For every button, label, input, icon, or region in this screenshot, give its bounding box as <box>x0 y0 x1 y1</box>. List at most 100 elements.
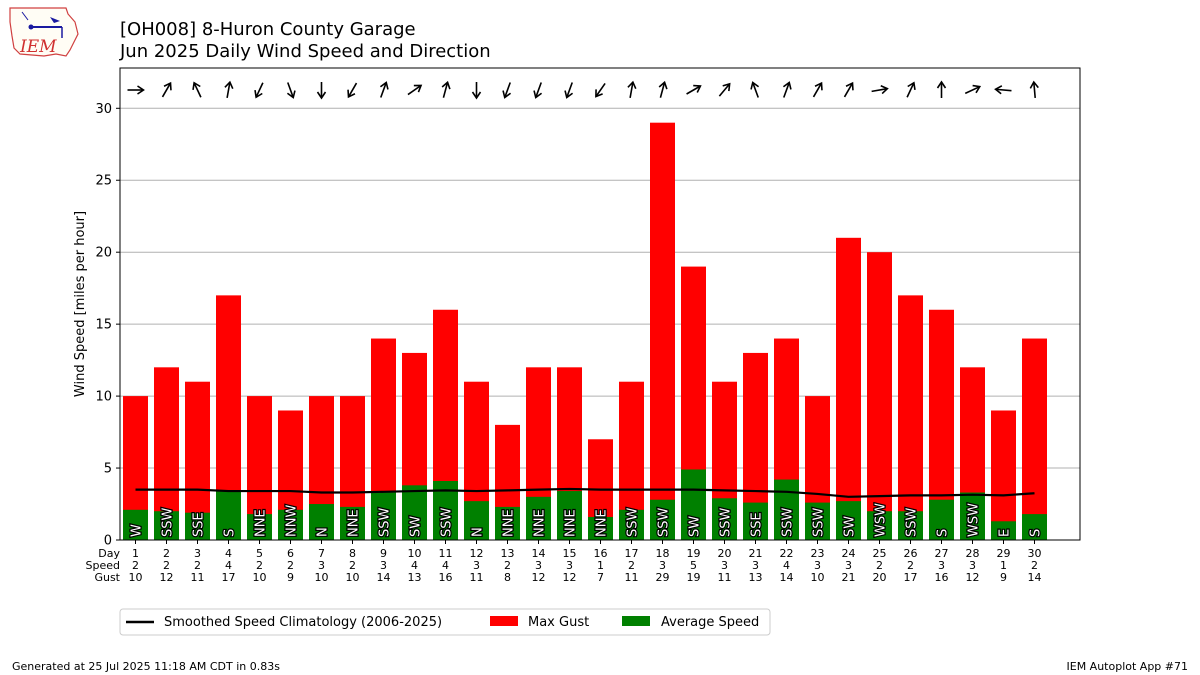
direction-label: SW <box>688 516 703 537</box>
day-label: 27 <box>935 547 949 560</box>
direction-arrow <box>595 82 606 98</box>
arrow-shaft <box>161 83 171 98</box>
avg-speed-bar <box>185 512 210 540</box>
direction-arrow <box>627 80 637 99</box>
direction-label: NNE <box>564 509 579 537</box>
arrow-head <box>316 91 327 100</box>
arrow-shaft <box>348 82 358 97</box>
gust-label: 14 <box>780 571 794 584</box>
avg-speed-bar <box>1022 514 1047 540</box>
direction-label: NNE <box>533 509 548 537</box>
arrow-head <box>163 81 172 91</box>
direction-label: SSE <box>192 512 207 537</box>
day-label: 28 <box>966 547 980 560</box>
gust-label: 21 <box>842 571 856 584</box>
speed-label: 3 <box>535 559 542 572</box>
arrow-head <box>750 81 760 90</box>
gust-label: 10 <box>811 571 825 584</box>
avg-speed-bar <box>898 511 923 540</box>
direction-arrow <box>471 82 482 100</box>
speed-label: 2 <box>1031 559 1038 572</box>
day-label: 3 <box>194 547 201 560</box>
avg-speed-bar <box>588 516 613 540</box>
climatology-line <box>135 487 1035 498</box>
gust-label: 16 <box>935 571 949 584</box>
avg-speed-bar <box>929 499 954 540</box>
y-tick-label: 10 <box>95 390 112 405</box>
direction-arrow <box>502 82 512 99</box>
gust-label: 10 <box>129 571 143 584</box>
gust-label: 12 <box>563 571 577 584</box>
footer-app: IEM Autoplot App #71 <box>1067 660 1189 673</box>
avg-speed-bar <box>123 509 148 540</box>
y-tick-label: 25 <box>95 174 112 189</box>
direction-label: S <box>936 529 951 537</box>
arrow-shaft <box>843 83 853 98</box>
direction-arrow <box>254 82 264 99</box>
gust-label: 11 <box>625 571 639 584</box>
day-label: 18 <box>656 547 670 560</box>
direction-arrow <box>906 81 916 98</box>
arrow-shaft <box>659 83 666 98</box>
speed-label: 2 <box>194 559 201 572</box>
arrow-head <box>224 80 234 90</box>
speed-label: 3 <box>659 559 666 572</box>
day-label: 13 <box>501 547 515 560</box>
arrow-head <box>471 91 482 100</box>
arrow-head <box>137 85 145 95</box>
direction-arrow <box>316 82 327 100</box>
day-label: 9 <box>380 547 387 560</box>
direction-arrow <box>936 80 947 98</box>
direction-arrow <box>127 85 145 95</box>
direction-label: SSW <box>378 507 393 537</box>
gust-label: 14 <box>377 571 391 584</box>
speed-label: 3 <box>721 559 728 572</box>
direction-label: NNE <box>595 509 610 537</box>
speed-label: 2 <box>256 559 263 572</box>
gust-bar <box>898 295 923 540</box>
direction-arrow <box>686 84 702 95</box>
y-axis-ticks: 0 5 10 15 20 25 30 <box>95 102 120 549</box>
speed-label: 1 <box>597 559 604 572</box>
direction-arrow <box>192 81 202 98</box>
arrow-head <box>907 81 916 90</box>
avg-speed-bar <box>836 501 861 540</box>
arrow-head <box>845 81 854 91</box>
day-label: 16 <box>594 547 608 560</box>
arrow-shaft <box>906 83 915 98</box>
arrow-head <box>722 82 731 92</box>
direction-label: NNE <box>502 509 517 537</box>
day-label: 14 <box>532 547 546 560</box>
speed-label: 2 <box>287 559 294 572</box>
avg-speed-bar <box>991 521 1016 540</box>
row-label-speed: Speed <box>86 559 120 572</box>
y-tick-label: 20 <box>95 246 112 261</box>
gust-label: 10 <box>315 571 329 584</box>
speed-label: 2 <box>907 559 914 572</box>
gust-label: 11 <box>718 571 732 584</box>
arrow-shaft <box>1033 82 1036 99</box>
avg-speed-bar <box>619 509 644 540</box>
direction-label: SSW <box>626 507 641 537</box>
arrow-shaft <box>629 82 634 99</box>
direction-arrow <box>718 82 731 97</box>
avg-speed-bar <box>216 491 241 540</box>
day-label: 15 <box>563 547 577 560</box>
direction-arrow <box>407 84 423 96</box>
avg-speed-bar <box>650 499 675 540</box>
avg-speed-bar <box>371 492 396 540</box>
direction-arrow <box>782 81 792 98</box>
day-label: 21 <box>749 547 763 560</box>
direction-label: N <box>471 527 486 537</box>
direction-label: WSW <box>967 503 982 537</box>
y-axis-label: Wind Speed [miles per hour] <box>73 211 88 397</box>
avg-speed-bar <box>154 511 179 540</box>
gust-bar <box>836 237 861 540</box>
avg-speed-bar <box>340 506 365 540</box>
gust-label: 14 <box>1028 571 1042 584</box>
arrow-head <box>693 84 702 93</box>
avg-speed-bar <box>960 492 985 540</box>
day-label: 6 <box>287 547 294 560</box>
y-tick-label: 0 <box>104 534 112 549</box>
gust-label: 10 <box>346 571 360 584</box>
